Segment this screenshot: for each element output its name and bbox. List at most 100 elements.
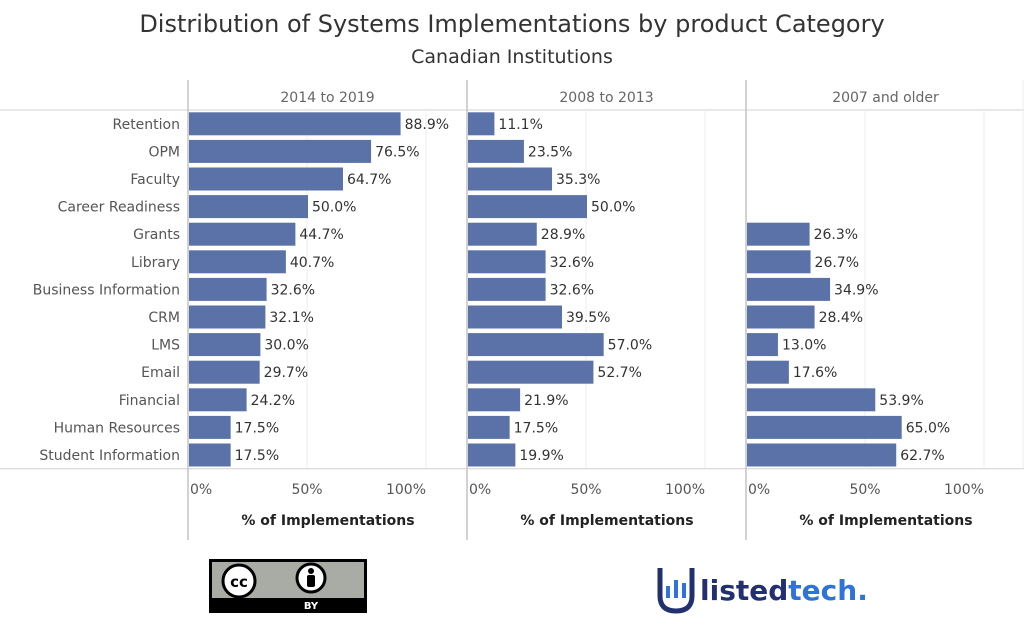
brand-wordmark: listedtech. bbox=[700, 574, 868, 607]
chart-title: Distribution of Systems Implementations … bbox=[139, 10, 884, 38]
data-label: 32.6% bbox=[550, 282, 594, 298]
bar bbox=[189, 360, 260, 384]
bar bbox=[468, 360, 594, 384]
category-label: OPM bbox=[148, 144, 180, 160]
cc-icon: cc bbox=[221, 563, 257, 599]
data-label: 28.9% bbox=[541, 227, 585, 243]
data-label: 11.1% bbox=[498, 117, 542, 133]
bar bbox=[468, 443, 516, 467]
bar bbox=[189, 388, 247, 412]
data-label: 19.9% bbox=[519, 448, 563, 464]
data-label: 32.6% bbox=[550, 255, 594, 271]
tick-label: 50% bbox=[291, 482, 322, 498]
category-label: CRM bbox=[148, 310, 180, 326]
data-label: 30.0% bbox=[264, 338, 308, 354]
bar bbox=[468, 139, 524, 163]
bar bbox=[747, 250, 811, 274]
svg-text:cc: cc bbox=[230, 573, 248, 591]
data-label: 32.6% bbox=[271, 282, 315, 298]
data-label: 17.5% bbox=[235, 420, 279, 436]
tick-label: 100% bbox=[665, 482, 705, 498]
bar bbox=[189, 222, 296, 246]
chart-subtitle: Canadian Institutions bbox=[411, 46, 613, 68]
data-label: 65.0% bbox=[906, 420, 950, 436]
bar bbox=[747, 277, 831, 301]
x-axis-title: % of Implementations bbox=[520, 513, 693, 529]
listedtech-logo: listedtech. bbox=[657, 568, 868, 614]
category-label: Business Information bbox=[33, 282, 180, 298]
category-label: Grants bbox=[133, 227, 180, 243]
bar bbox=[468, 388, 521, 412]
brand-part-listed: listed bbox=[700, 574, 788, 607]
category-label: Student Information bbox=[39, 448, 180, 464]
data-label: 50.0% bbox=[591, 200, 635, 216]
data-label: 26.3% bbox=[814, 227, 858, 243]
brand-part-dot: . bbox=[857, 574, 868, 607]
person-icon bbox=[295, 562, 327, 594]
data-label: 64.7% bbox=[347, 172, 391, 188]
data-label: 29.7% bbox=[264, 365, 308, 381]
tick-label: 50% bbox=[570, 482, 601, 498]
bar bbox=[747, 388, 876, 412]
plot-area: Retention OPM Faculty Career Readiness Grant… bbox=[0, 80, 1024, 540]
facet-header: 2008 to 2013 bbox=[559, 90, 653, 106]
x-axis-title: % of Implementations bbox=[799, 513, 972, 529]
bar bbox=[468, 112, 495, 136]
category-label: Retention bbox=[112, 117, 180, 133]
data-label: 40.7% bbox=[290, 255, 334, 271]
tick-label: 50% bbox=[849, 482, 880, 498]
data-label: 26.7% bbox=[815, 255, 859, 271]
bar bbox=[189, 333, 261, 357]
data-label: 52.7% bbox=[597, 365, 641, 381]
bar bbox=[747, 333, 778, 357]
tick-label: 100% bbox=[944, 482, 984, 498]
category-label: Faculty bbox=[130, 172, 180, 188]
tick-label: 0% bbox=[469, 482, 491, 498]
category-label: Library bbox=[131, 255, 180, 271]
data-label: 39.5% bbox=[566, 310, 610, 326]
tick-label: 0% bbox=[748, 482, 770, 498]
badge-by-label: BY bbox=[304, 601, 319, 612]
bar bbox=[747, 360, 789, 384]
cc-by-badge: cc BY bbox=[209, 559, 367, 613]
data-label: 50.0% bbox=[312, 200, 356, 216]
data-label: 23.5% bbox=[528, 144, 572, 160]
bar bbox=[189, 250, 286, 274]
category-label: Career Readiness bbox=[58, 200, 180, 216]
data-label: 62.7% bbox=[900, 448, 944, 464]
category-label: Email bbox=[141, 365, 180, 381]
bar bbox=[468, 333, 604, 357]
data-label: 24.2% bbox=[251, 393, 295, 409]
bar bbox=[189, 415, 231, 439]
bar bbox=[468, 250, 546, 274]
data-label: 88.9% bbox=[405, 117, 449, 133]
x-axis-title: % of Implementations bbox=[241, 513, 414, 529]
tick-label: 0% bbox=[190, 482, 212, 498]
bar bbox=[747, 415, 902, 439]
tick-label: 100% bbox=[386, 482, 426, 498]
brand-part-tech: tech bbox=[788, 574, 857, 607]
bar bbox=[189, 139, 372, 163]
data-label: 57.0% bbox=[608, 338, 652, 354]
bar bbox=[747, 443, 897, 467]
bar bbox=[468, 305, 563, 329]
data-label: 17.5% bbox=[514, 420, 558, 436]
category-label: Human Resources bbox=[54, 420, 180, 436]
data-label: 44.7% bbox=[299, 227, 343, 243]
bar bbox=[747, 305, 815, 329]
bar bbox=[468, 222, 537, 246]
data-label: 21.9% bbox=[524, 393, 568, 409]
data-label: 32.1% bbox=[269, 310, 313, 326]
bar bbox=[189, 167, 343, 191]
listedtech-shield-icon bbox=[657, 568, 695, 614]
data-label: 34.9% bbox=[834, 282, 878, 298]
category-label: LMS bbox=[151, 338, 180, 354]
bar bbox=[189, 277, 267, 301]
bar bbox=[189, 443, 231, 467]
data-label: 35.3% bbox=[556, 172, 600, 188]
data-label: 13.0% bbox=[782, 338, 826, 354]
data-label: 28.4% bbox=[819, 310, 863, 326]
data-label: 53.9% bbox=[879, 393, 923, 409]
bar bbox=[468, 195, 587, 219]
